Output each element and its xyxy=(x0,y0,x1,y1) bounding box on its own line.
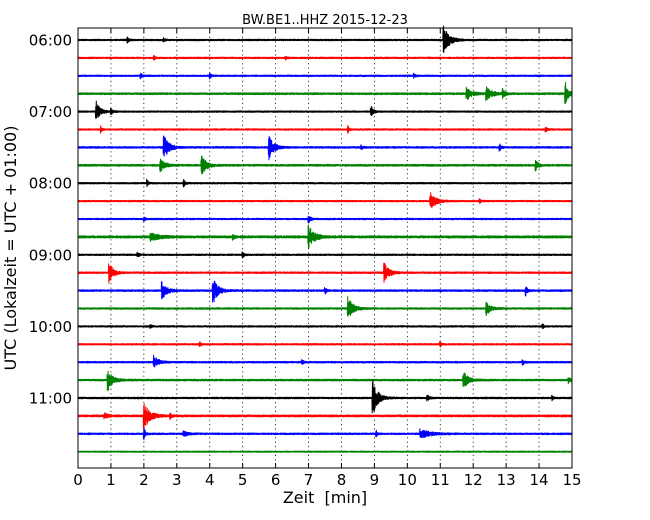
y-tick-label-0: 06:00 xyxy=(29,32,72,50)
x-axis-label: Zeit [min] xyxy=(283,488,367,507)
trace-0830 xyxy=(77,215,573,224)
x-tick-label-6: 6 xyxy=(271,471,281,489)
trace-1100 xyxy=(77,379,573,414)
x-tick-label-7: 7 xyxy=(304,471,314,489)
trace-1045 xyxy=(77,370,573,391)
trace-0945 xyxy=(77,295,573,317)
plot-frame xyxy=(77,27,573,469)
trace-0815 xyxy=(77,192,573,209)
x-tick-label-5: 5 xyxy=(238,471,248,489)
x-tick-label-1: 1 xyxy=(106,471,116,489)
x-tick-label-4: 4 xyxy=(205,471,215,489)
y-tick-label-2: 08:00 xyxy=(29,175,72,193)
x-tick-label-9: 9 xyxy=(370,471,380,489)
trace-0900 xyxy=(77,251,573,259)
trace-0600 xyxy=(77,25,573,54)
x-tick-labels: 0 1 2 3 4 5 6 7 8 9 10 11 12 13 14 15 xyxy=(73,471,581,489)
y-tick-label-5: 11:00 xyxy=(29,390,72,408)
trace-0630 xyxy=(77,72,573,80)
trace-0715 xyxy=(77,125,573,134)
y-tick-label-1: 07:00 xyxy=(29,103,72,121)
x-tick-label-13: 13 xyxy=(497,471,516,489)
x-tick-label-3: 3 xyxy=(172,471,182,489)
trace-1000 xyxy=(77,323,573,329)
trace-0845 xyxy=(77,224,573,249)
x-tick-label-0: 0 xyxy=(73,471,83,489)
trace-1130 xyxy=(77,427,573,441)
trace-0730 xyxy=(77,135,573,161)
y-tick-label-4: 10:00 xyxy=(29,318,72,336)
x-tick-label-2: 2 xyxy=(139,471,149,489)
axis-ticks xyxy=(77,28,573,468)
trace-0645 xyxy=(77,82,573,104)
x-tick-label-12: 12 xyxy=(464,471,483,489)
trace-lines xyxy=(77,25,573,453)
trace-0745 xyxy=(77,155,573,175)
x-tick-label-10: 10 xyxy=(398,471,417,489)
x-tick-label-14: 14 xyxy=(530,471,549,489)
y-axis-label: UTC (Lokalzeit = UTC + 01:00) xyxy=(1,126,20,371)
trace-1015 xyxy=(77,341,573,348)
trace-0930 xyxy=(77,280,573,303)
trace-1145 xyxy=(77,450,573,453)
trace-0615 xyxy=(77,54,573,61)
trace-0700 xyxy=(77,100,573,120)
x-tick-label-8: 8 xyxy=(337,471,347,489)
chart-title: BW.BE1..HHZ 2015-12-23 xyxy=(242,13,408,28)
trace-0915 xyxy=(77,262,573,284)
trace-1115 xyxy=(77,403,573,431)
trace-0800 xyxy=(77,178,573,188)
x-tick-label-15: 15 xyxy=(562,471,581,489)
x-tick-label-11: 11 xyxy=(431,471,450,489)
y-tick-labels: 06:00 07:00 08:00 09:00 10:00 11:00 xyxy=(29,32,72,408)
trace-1030 xyxy=(77,354,573,368)
y-tick-label-3: 09:00 xyxy=(29,246,72,264)
